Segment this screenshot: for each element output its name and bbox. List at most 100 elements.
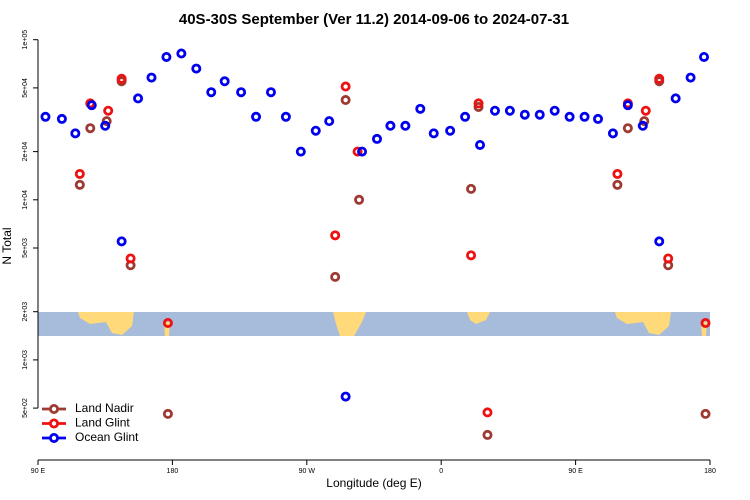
ocean-band: [38, 312, 710, 336]
x-tick-label: 180: [704, 468, 716, 475]
y-tick-label: 2e+03: [22, 302, 29, 322]
data-point: [86, 100, 97, 111]
data-point: [236, 87, 247, 98]
data-point: [310, 125, 321, 136]
data-point: [637, 120, 648, 131]
data-point: [549, 105, 560, 116]
data-point: [428, 128, 439, 139]
data-point: [265, 87, 276, 98]
data-point: [162, 318, 173, 329]
data-point: [125, 253, 136, 264]
data-point: [640, 105, 651, 116]
data-point: [475, 139, 486, 150]
data-point: [56, 113, 67, 124]
data-point: [466, 183, 477, 194]
data-point: [564, 111, 575, 122]
x-tick-label: 180: [167, 468, 179, 475]
data-point: [593, 113, 604, 124]
data-point: [699, 51, 710, 62]
data-point: [700, 408, 711, 419]
x-tick-label: 90 W: [299, 468, 316, 475]
map-strip: [38, 312, 710, 336]
legend-marker: [49, 432, 60, 443]
y-tick-label: 5e+04: [22, 78, 29, 98]
data-point: [100, 120, 111, 131]
data-point: [504, 105, 515, 116]
x-tick-label: 90 E: [568, 468, 583, 475]
legend-label: Land Glint: [75, 416, 130, 430]
data-point: [482, 429, 493, 440]
legend-marker: [49, 403, 60, 414]
data-point: [445, 125, 456, 136]
data-point: [654, 236, 665, 247]
data-point: [133, 93, 144, 104]
data-point: [340, 391, 351, 402]
data-point: [663, 253, 674, 264]
data-point: [85, 123, 96, 134]
y-tick-label: 1e+03: [22, 350, 29, 370]
x-axis-label: Longitude (deg E): [326, 476, 421, 490]
data-point: [357, 146, 368, 157]
data-point: [473, 101, 484, 112]
data-point: [74, 179, 85, 190]
data-point: [607, 128, 618, 139]
data-point: [670, 93, 681, 104]
data-point: [519, 109, 530, 120]
x-tick-label: 0: [439, 468, 443, 475]
data-point: [489, 105, 500, 116]
data-point: [161, 51, 172, 62]
data-point: [40, 111, 51, 122]
data-point: [482, 407, 493, 418]
land-shape: [78, 312, 134, 335]
land-shape: [467, 312, 490, 324]
data-point: [685, 72, 696, 83]
data-point: [622, 100, 633, 111]
legend-label: Land Nadir: [75, 401, 134, 415]
land-shape: [333, 312, 366, 336]
y-tick-label: 5e+03: [22, 238, 29, 258]
data-point: [352, 146, 363, 157]
data-point: [654, 73, 665, 84]
data-point: [534, 109, 545, 120]
data-point: [340, 95, 351, 106]
data-point: [330, 230, 341, 241]
data-point: [280, 111, 291, 122]
data-point: [473, 98, 484, 109]
y-tick-label: 1e+04: [22, 190, 29, 210]
data-point: [622, 123, 633, 134]
legend-marker: [49, 418, 60, 429]
data-point: [162, 408, 173, 419]
data-point: [415, 103, 426, 114]
data-point: [116, 236, 127, 247]
data-point: [354, 194, 365, 205]
data-point: [116, 73, 127, 84]
data-point: [70, 128, 81, 139]
chart-title: 40S-30S September (Ver 11.2) 2014-09-06 …: [179, 11, 569, 28]
y-axis-label: N Total: [0, 227, 14, 264]
data-point: [206, 87, 217, 98]
data-point: [330, 271, 341, 282]
data-point: [612, 168, 623, 179]
data-point: [324, 116, 335, 127]
data-point: [101, 116, 112, 127]
data-point: [700, 318, 711, 329]
data-point: [385, 120, 396, 131]
y-tick-label: 1e+05: [22, 30, 29, 50]
data-point: [400, 120, 411, 131]
data-point: [251, 111, 262, 122]
data-point: [579, 111, 590, 122]
data-point: [639, 116, 650, 127]
data-point: [371, 133, 382, 144]
y-tick-label: 2e+04: [22, 142, 29, 162]
data-point: [295, 146, 306, 157]
data-point: [219, 76, 230, 87]
data-point: [612, 179, 623, 190]
data-point: [191, 63, 202, 74]
data-point: [340, 81, 351, 92]
data-point: [103, 105, 114, 116]
data-point: [466, 250, 477, 261]
y-tick-label: 5e+02: [22, 398, 29, 418]
data-point: [74, 168, 85, 179]
legend-label: Ocean Glint: [75, 430, 139, 444]
